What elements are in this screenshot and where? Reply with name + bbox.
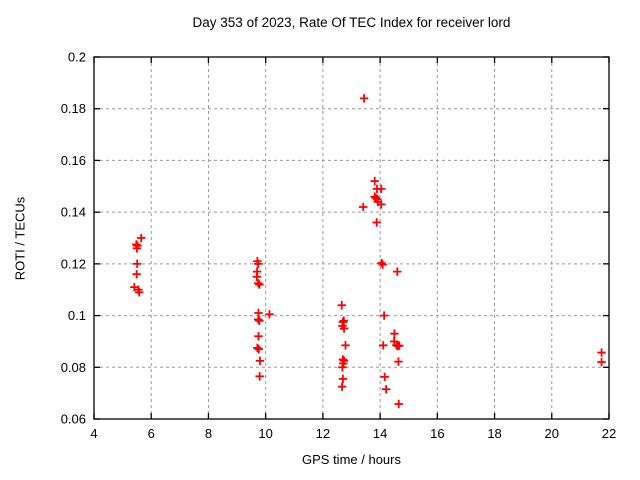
data-point-marker <box>359 202 368 212</box>
data-point-marker <box>372 218 381 227</box>
data-point-marker <box>254 315 263 324</box>
data-point-marker <box>255 316 264 325</box>
data-point-marker <box>254 279 263 288</box>
data-point-marker <box>394 357 403 366</box>
tick-label: 0.14 <box>61 205 86 220</box>
gridlines <box>93 56 610 420</box>
data-point-marker <box>395 341 404 350</box>
data-point-marker <box>378 260 387 269</box>
data-point-marker <box>133 259 142 269</box>
data-point-marker <box>341 341 350 350</box>
tick-label: 4 <box>90 426 97 441</box>
data-point-marker <box>370 176 379 186</box>
data-point-marker <box>390 329 399 338</box>
data-point-marker <box>132 270 141 279</box>
tick-label: 14 <box>373 426 387 441</box>
data-point-marker <box>255 372 264 381</box>
tick-label: 10 <box>258 426 272 441</box>
data-point-marker <box>135 288 144 297</box>
data-point-marker <box>337 301 346 310</box>
tick-label: 20 <box>545 426 559 441</box>
data-point-marker <box>254 332 263 341</box>
data-point-marker <box>254 259 263 269</box>
tick-label: 0.12 <box>61 256 86 271</box>
data-point-marker <box>381 385 391 394</box>
tick-label: 6 <box>148 426 155 441</box>
tick-label: 12 <box>316 426 330 441</box>
tick-labels: 4 6 8 10 12 14 16 18 20 22 0.06 0.08 0.1 0.12 0.14 0.16… <box>61 50 617 442</box>
data-point-marker <box>379 341 388 350</box>
data-point-marker <box>265 310 274 319</box>
tick-label: 16 <box>430 426 444 441</box>
data-point-marker <box>253 343 262 353</box>
tick-label: 0.08 <box>61 360 86 375</box>
axes-frame <box>93 56 610 420</box>
data-point-marker <box>255 280 264 289</box>
tick-label: 0.2 <box>68 50 86 65</box>
chart-title: Day 353 of 2023, Rate Of TEC Index for r… <box>192 15 511 30</box>
tick-label: 8 <box>205 426 212 441</box>
data-point-marker <box>377 200 386 209</box>
data-point-marker <box>255 356 265 366</box>
data-point-marker <box>371 193 381 203</box>
data-point-marker <box>359 94 369 103</box>
data-point-marker <box>597 348 606 357</box>
tick-label: 0.1 <box>68 308 86 323</box>
tick-label: 0.16 <box>61 153 86 168</box>
data-point-marker <box>379 311 389 320</box>
y-axis-label: ROTI / TECUs <box>12 196 28 281</box>
data-point-marker <box>338 374 348 384</box>
tick-label: 0.06 <box>61 412 86 427</box>
data-point-marker <box>137 233 146 243</box>
data-point-marker <box>377 258 386 268</box>
tick-marks <box>93 56 610 420</box>
data-point-marker <box>380 372 389 382</box>
x-axis-label: GPS time / hours <box>302 452 401 467</box>
data-point-marker <box>254 344 263 354</box>
plot-border <box>93 56 610 420</box>
data-points <box>130 94 606 409</box>
tick-label: 18 <box>487 426 501 441</box>
data-point-marker <box>394 399 403 409</box>
data-point-marker <box>597 357 606 367</box>
data-point-marker <box>252 272 261 281</box>
data-point-marker <box>337 382 347 391</box>
data-point-marker <box>338 363 347 372</box>
data-point-marker <box>339 324 349 333</box>
data-point-marker <box>132 244 142 253</box>
data-point-marker <box>393 267 402 276</box>
tick-label: 22 <box>602 426 616 441</box>
data-point-marker <box>377 184 386 194</box>
tick-label: 0.18 <box>61 101 86 116</box>
